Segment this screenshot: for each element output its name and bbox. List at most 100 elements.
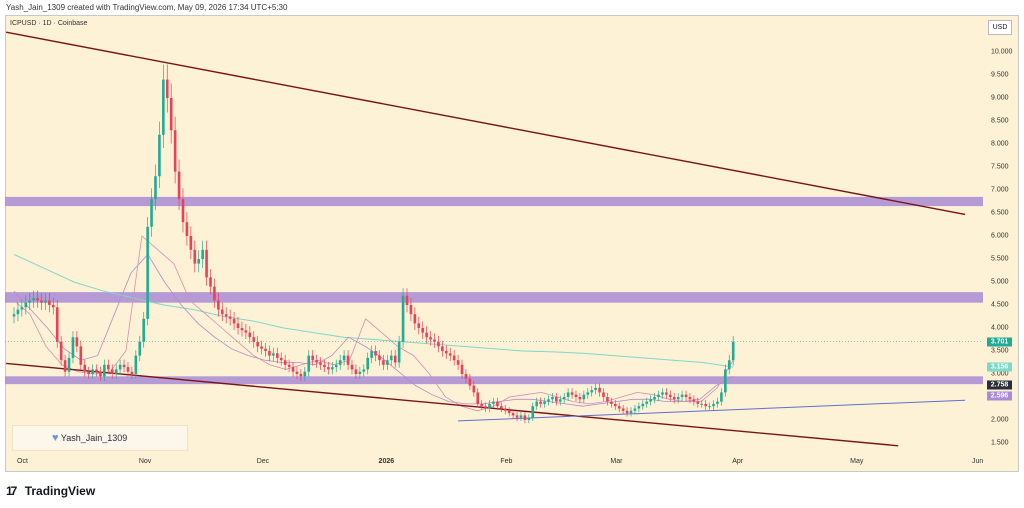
- candle-body: [555, 397, 558, 402]
- candle-body: [158, 134, 161, 177]
- candle-body: [492, 401, 495, 404]
- candle-body: [283, 360, 287, 365]
- candle-body: [260, 346, 263, 349]
- candle-body: [531, 406, 535, 418]
- symbol-label[interactable]: ICPUSD · 1D · Coinbase: [10, 20, 88, 27]
- candle-body: [625, 410, 629, 414]
- candle-body: [36, 298, 39, 301]
- candle-body: [606, 397, 609, 402]
- currency-button[interactable]: USD: [988, 20, 1012, 35]
- candle-body: [319, 362, 322, 365]
- price-tick-label: 5.500: [991, 255, 1009, 263]
- price-marker-label: 3.156: [987, 362, 1012, 372]
- price-tick-label: 10.000: [991, 48, 1013, 56]
- time-tick-label: Jun: [971, 458, 984, 465]
- candle-body: [586, 392, 590, 395]
- candle-body: [731, 341, 735, 361]
- candle-body: [248, 332, 252, 338]
- candle-body: [189, 236, 193, 250]
- candle-body: [649, 399, 652, 402]
- moving-average-mid-line: [13, 253, 734, 407]
- candle-body: [264, 348, 267, 351]
- candle-body: [244, 330, 248, 333]
- candle-body: [724, 369, 727, 393]
- candle-body: [562, 397, 566, 400]
- candle-body: [684, 394, 688, 397]
- candle-body: [48, 300, 51, 305]
- tradingview-logo-icon: 17: [6, 484, 17, 498]
- price-tick-label: 3.500: [991, 347, 1009, 355]
- candle-body: [441, 346, 444, 351]
- candle-body: [688, 397, 692, 400]
- candle-body: [169, 98, 173, 131]
- time-tick-label: 2026: [378, 458, 395, 465]
- candle-body: [472, 385, 476, 393]
- candle-body: [201, 249, 204, 259]
- author-watermark: ♥ Yash_Jain_1309: [12, 425, 188, 451]
- candle-body: [107, 364, 110, 370]
- candle-body: [507, 410, 511, 414]
- candle-body: [350, 364, 354, 370]
- candle-body: [130, 371, 134, 374]
- candle-body: [692, 399, 696, 402]
- candle-body: [228, 316, 232, 319]
- candle-body: [452, 355, 456, 361]
- candle-body: [55, 307, 59, 342]
- candle-body: [311, 355, 314, 361]
- time-tick-label: Dec: [256, 458, 270, 465]
- candle-body: [484, 406, 487, 409]
- tradingview-logo[interactable]: 17 TradingView: [6, 484, 95, 498]
- candle-body: [480, 403, 483, 407]
- candle-body: [405, 295, 409, 305]
- price-tick-label: 8.000: [991, 140, 1009, 148]
- candle-body: [240, 328, 244, 331]
- candle-body: [712, 403, 715, 407]
- moving-average-short-line: [13, 235, 734, 412]
- time-tick-label: Oct: [17, 458, 28, 465]
- candle-body: [637, 406, 641, 409]
- time-axis[interactable]: Oct Nov Dec 2026 Feb Mar Apr May Jun: [5, 455, 983, 470]
- candle-body: [24, 302, 28, 308]
- candle-body: [582, 394, 586, 400]
- candle-body: [220, 309, 224, 315]
- candle-body: [543, 401, 546, 404]
- candle-body: [87, 371, 90, 374]
- resistance-zone-2: [5, 376, 983, 385]
- candle-body: [476, 392, 480, 404]
- candle-body: [91, 369, 94, 374]
- candle-body: [578, 397, 582, 400]
- candle-body: [256, 341, 259, 347]
- candle-body: [429, 337, 432, 340]
- candle-body: [727, 360, 731, 370]
- price-tick-label: 7.000: [991, 186, 1009, 194]
- candle-body: [672, 397, 676, 400]
- candle-body: [83, 364, 87, 372]
- candle-body: [511, 413, 515, 416]
- price-tick-label: 9.500: [991, 71, 1009, 79]
- candle-body: [610, 401, 613, 404]
- candle-body: [165, 79, 169, 98]
- price-tick-label: 3.000: [991, 370, 1009, 378]
- candle-body: [413, 314, 417, 324]
- time-tick-label: Nov: [138, 458, 152, 465]
- price-tick-label: 5.000: [991, 278, 1009, 286]
- candle-body: [594, 387, 597, 391]
- candle-body: [110, 369, 114, 374]
- candle-body: [16, 309, 20, 315]
- candle-body: [566, 392, 570, 397]
- candle-body: [409, 305, 413, 315]
- candle-body: [287, 364, 291, 368]
- candle-body: [669, 394, 672, 397]
- candle-body: [720, 392, 723, 402]
- candle-body: [500, 406, 503, 409]
- candle-body: [272, 353, 275, 356]
- price-chart[interactable]: [5, 15, 983, 455]
- candle-body: [122, 364, 126, 368]
- chart-caption: Yash_Jain_1309 created with TradingView.…: [6, 3, 288, 12]
- candle-body: [496, 401, 499, 407]
- moving-average-long-line: [13, 253, 734, 368]
- candle-body: [558, 399, 562, 402]
- candle-body: [303, 371, 307, 377]
- candle-body: [295, 371, 299, 374]
- price-tick-label: 6.500: [991, 209, 1009, 217]
